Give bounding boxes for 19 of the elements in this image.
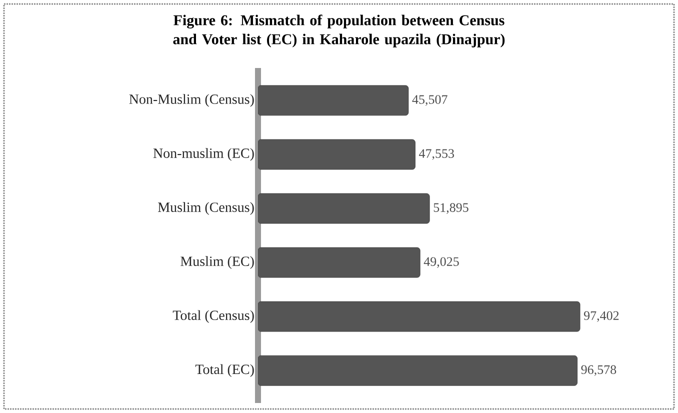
data-label: 49,025: [424, 257, 459, 268]
y-tick-label: Non-Muslim (Census): [129, 94, 254, 107]
bar: [258, 247, 420, 278]
y-tick-label: Muslim (EC): [180, 256, 254, 269]
data-label: 51,895: [434, 203, 468, 214]
y-tick-label: Non-muslim (EC): [153, 148, 254, 161]
y-tick-label: Muslim (Census): [158, 202, 254, 215]
y-tick-label: Total (Census): [172, 310, 254, 323]
chart-title: Figure 6: Mismatch of population between Census and Voter list (EC) in Kaharole upazila (Dinajpur): [173, 14, 505, 48]
bar: [258, 193, 430, 224]
data-label: 96,578: [581, 365, 616, 376]
y-tick-label: Total (EC): [195, 364, 254, 377]
data-label: 97,402: [584, 311, 619, 322]
bar: [258, 355, 578, 386]
bar: [258, 85, 409, 116]
bar: [258, 139, 416, 170]
bar: [258, 301, 580, 332]
data-label: 45,507: [412, 95, 448, 106]
data-label: 47,553: [419, 149, 454, 160]
